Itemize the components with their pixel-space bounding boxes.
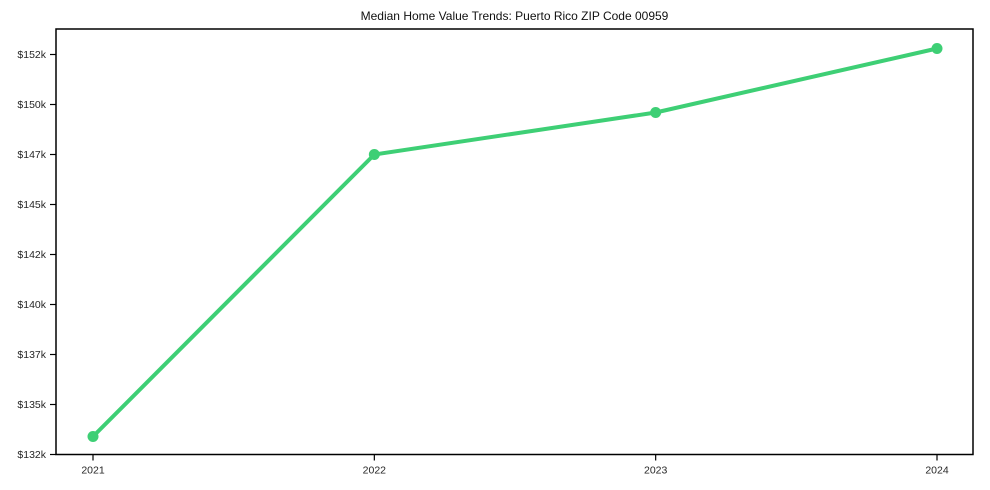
y-tick-label: $135k xyxy=(17,399,46,411)
data-point-marker xyxy=(931,43,943,54)
y-tick-label: $145k xyxy=(17,199,46,211)
x-tick-label: 2021 xyxy=(81,465,105,477)
y-tick-label: $140k xyxy=(17,299,46,311)
x-tick-label: 2024 xyxy=(925,465,949,477)
axes-frame xyxy=(55,28,974,456)
y-tick-label: $152k xyxy=(17,49,46,61)
x-tick-label: 2023 xyxy=(644,465,668,477)
y-tick-label: $132k xyxy=(17,449,46,461)
data-point-marker xyxy=(650,107,662,118)
data-point-marker xyxy=(368,149,380,160)
plot-area: $132k $135k $137k $140k $142k $145k $147k $150k… xyxy=(17,28,974,477)
y-tick-label: $137k xyxy=(17,349,46,361)
data-point-marker xyxy=(87,431,99,442)
y-tick-label: $147k xyxy=(17,149,46,161)
y-tick-label: $150k xyxy=(17,99,46,111)
y-tick-label: $142k xyxy=(17,249,46,261)
chart-title: Median Home Value Trends: Puerto Rico ZI… xyxy=(361,9,669,23)
x-tick-label: 2022 xyxy=(363,465,387,477)
trend-line xyxy=(91,46,939,439)
